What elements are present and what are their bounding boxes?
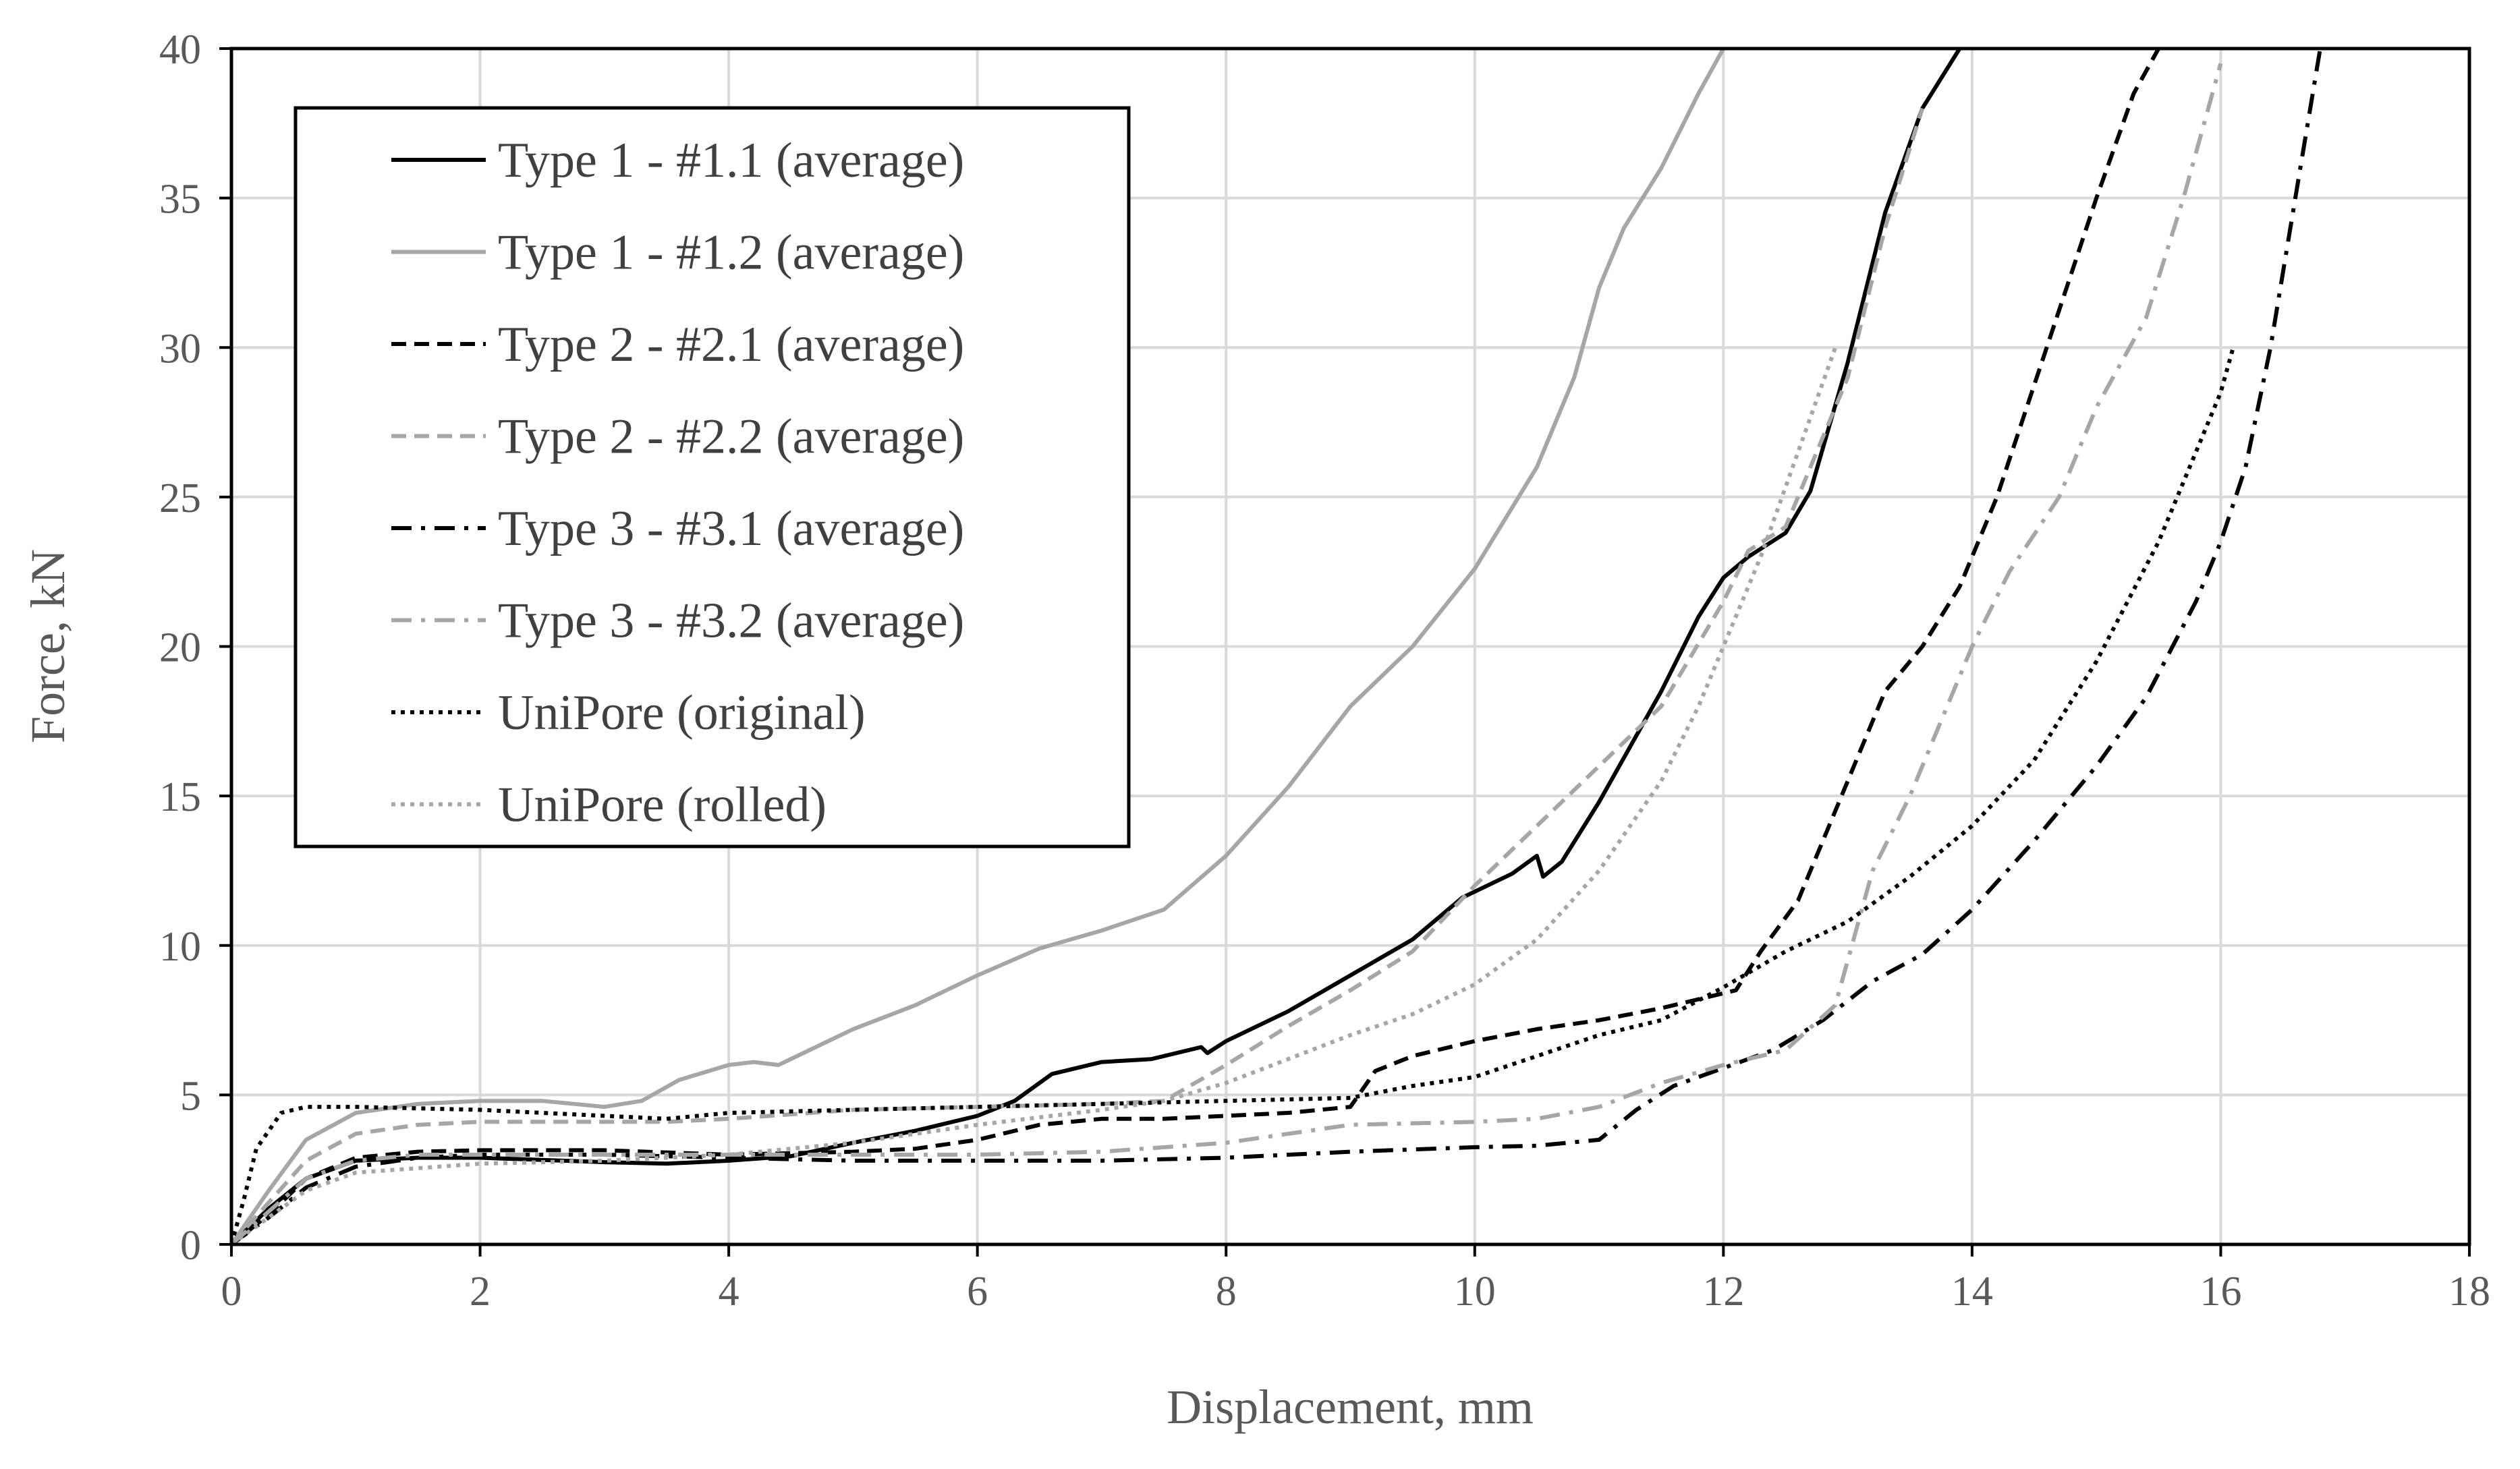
y-tick-label: 40 — [159, 27, 201, 73]
x-tick-label: 14 — [1951, 1269, 1993, 1315]
y-axis-title: Force, kN — [21, 549, 75, 743]
y-tick-label: 20 — [159, 625, 201, 671]
legend-label-3: Type 2 - #2.1 (average) — [498, 317, 964, 372]
legend-label-1: Type 1 - #1.1 (average) — [498, 133, 964, 188]
legend-items: Type 1 - #1.1 (average) Type 1 - #1.2 (av… — [391, 133, 964, 833]
x-tick-label: 12 — [1702, 1269, 1744, 1315]
x-tick-label: 10 — [1454, 1269, 1496, 1315]
x-tick-label: 8 — [1216, 1269, 1237, 1315]
legend-label-6: Type 3 - #3.2 (average) — [498, 594, 964, 649]
x-tick-label: 18 — [2448, 1269, 2490, 1315]
legend-box — [293, 106, 1131, 848]
legend-label-8: UniPore (rolled) — [498, 778, 827, 833]
y-tick-label: 15 — [159, 774, 201, 820]
y-tick-label: 35 — [159, 177, 201, 223]
x-axis-title: Displacement, mm — [1167, 1380, 1534, 1434]
legend: Type 1 - #1.1 (average) Type 1 - #1.2 (av… — [293, 106, 1131, 848]
series-line-7 — [231, 347, 2235, 1244]
x-tick-label: 16 — [2200, 1269, 2241, 1315]
y-tick-label: 0 — [180, 1223, 201, 1269]
series-line-4 — [231, 107, 1925, 1244]
x-axis-ticks: 0 2 4 6 8 10 12 14 16 18 — [221, 1244, 2490, 1315]
y-tick-label: 25 — [159, 476, 201, 521]
legend-label-2: Type 1 - #1.2 (average) — [498, 225, 964, 281]
series-line-6 — [231, 63, 2223, 1244]
y-tick-label: 5 — [180, 1073, 201, 1119]
x-tick-label: 4 — [719, 1269, 739, 1315]
y-tick-label: 10 — [159, 924, 201, 970]
legend-label-7: UniPore (original) — [498, 685, 866, 741]
x-tick-label: 0 — [221, 1269, 242, 1315]
legend-label-5: Type 3 - #3.1 (average) — [498, 501, 964, 556]
legend-label-4: Type 2 - #2.2 (average) — [498, 409, 964, 465]
y-tick-label: 30 — [159, 326, 201, 372]
series-line-2 — [231, 49, 1725, 1244]
x-tick-label: 2 — [470, 1269, 491, 1315]
series-line-8 — [231, 347, 1838, 1244]
x-tick-label: 6 — [967, 1269, 988, 1315]
series-lines — [231, 49, 2322, 1244]
series-line-3 — [231, 49, 2160, 1244]
y-axis-ticks: 0 5 10 15 20 25 30 35 40 — [159, 27, 231, 1269]
